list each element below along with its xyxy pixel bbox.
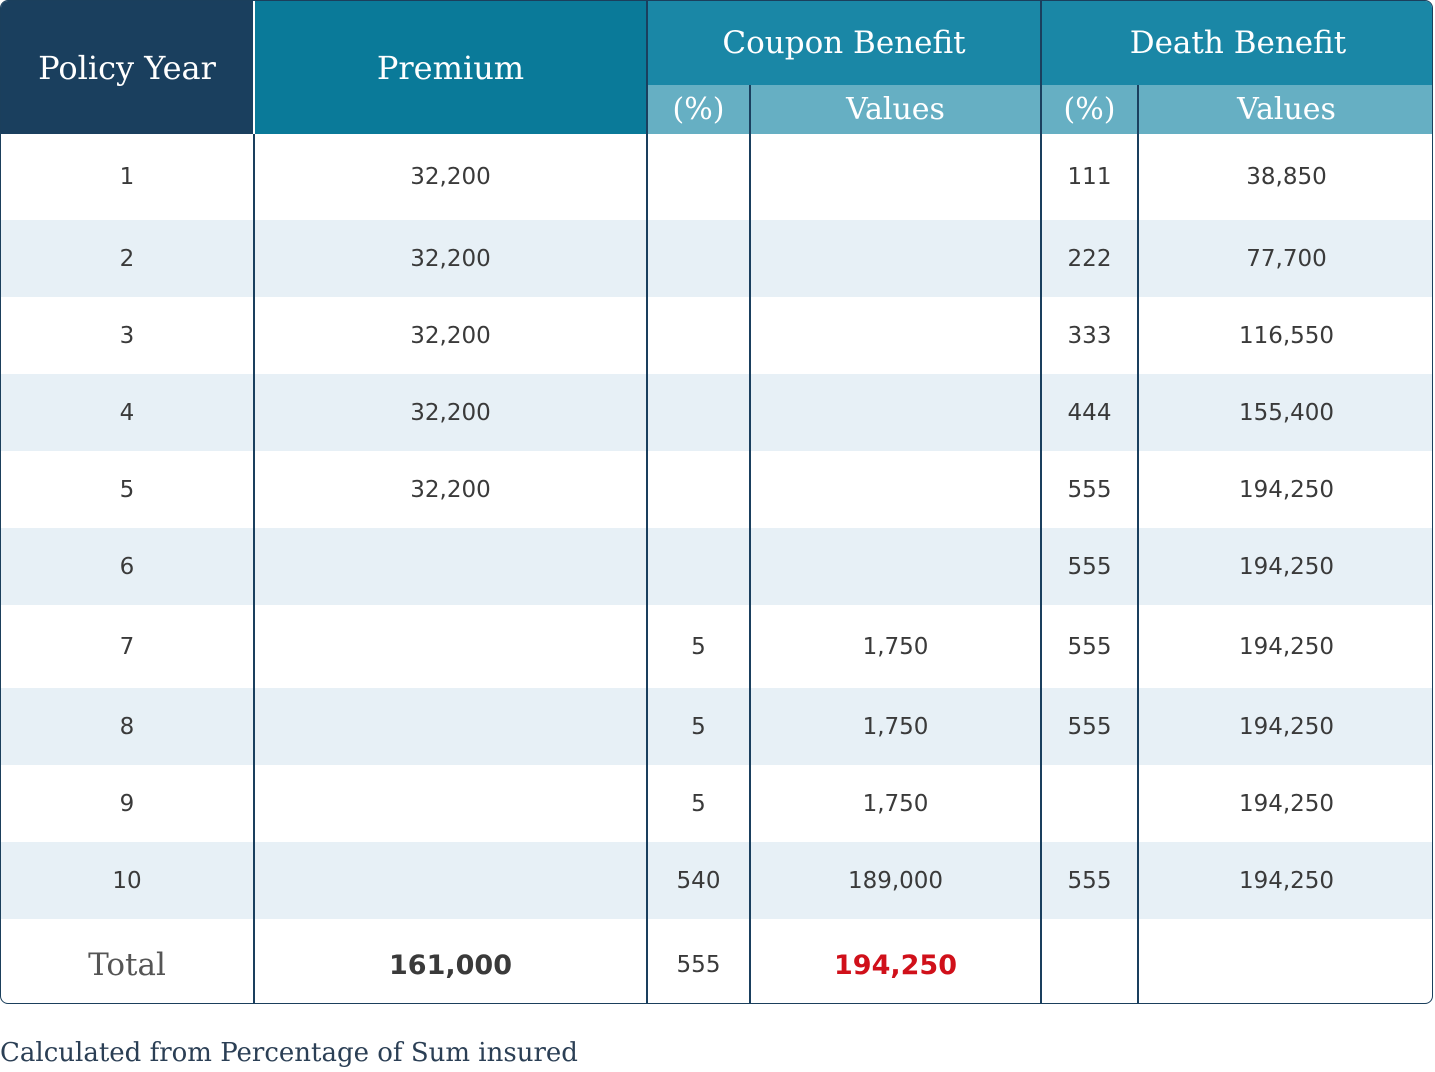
cell-premium: 32,200 <box>253 297 647 374</box>
cell-death-percent: 111 <box>1040 134 1138 220</box>
cell-coupon-percent <box>646 451 750 528</box>
cell-premium <box>253 765 647 842</box>
table-row: 4 32,200 444 155,400 <box>1 374 1432 451</box>
total-coupon-percent: 555 <box>646 919 750 1003</box>
cell-year: 3 <box>119 322 135 349</box>
cell-death-value: 194,250 <box>1137 528 1432 605</box>
total-premium: 161,000 <box>253 919 647 1003</box>
cell-premium: 32,200 <box>253 134 647 220</box>
cell-coupon-value: 189,000 <box>749 842 1041 919</box>
cell-coupon-value <box>749 374 1041 451</box>
cell-death-value: 194,250 <box>1137 688 1432 765</box>
cell-coupon-percent: 5 <box>646 605 750 688</box>
cell-death-value: 155,400 <box>1137 374 1432 451</box>
cell-death-percent: 444 <box>1040 374 1138 451</box>
cell-death-value: 38,850 <box>1137 134 1432 220</box>
cell-coupon-percent: 540 <box>646 842 750 919</box>
cell-year: 7 <box>119 633 135 660</box>
table-body: 1 32,200 111 38,850 2 32,200 222 77,700 … <box>1 134 1432 1003</box>
cell-premium <box>253 842 647 919</box>
table-row: 8 5 1,750 555 194,250 <box>1 688 1432 765</box>
cell-coupon-value: 1,750 <box>749 605 1041 688</box>
cell-death-value: 116,550 <box>1137 297 1432 374</box>
header-coupon-benefit: Coupon Benefit <box>646 1 1041 85</box>
header-death-benefit: Death Benefit <box>1040 1 1432 85</box>
total-row: Total 161,000 555 194,250 <box>1 919 1432 1003</box>
header-coupon-values: Values <box>749 85 1041 134</box>
cell-premium <box>253 688 647 765</box>
cell-death-value: 77,700 <box>1137 220 1432 297</box>
cell-premium: 32,200 <box>253 451 647 528</box>
header-death-percent: (%) <box>1040 85 1138 134</box>
cell-year: 4 <box>1 374 254 451</box>
cell-coupon-value <box>749 297 1041 374</box>
table-row: 3 32,200 333 116,550 <box>1 297 1432 374</box>
cell-year: 2 <box>1 220 254 297</box>
table-row: 6 555 194,250 <box>1 528 1432 605</box>
table-row: 7 5 1,750 555 194,250 <box>1 605 1432 688</box>
cell-death-percent: 555 <box>1040 842 1138 919</box>
header-death-values: Values <box>1137 85 1432 134</box>
header-coupon-percent: (%) <box>646 85 750 134</box>
cell-coupon-percent: 5 <box>646 765 750 842</box>
cell-death-percent: 555 <box>1040 688 1138 765</box>
table-row: 9 5 1,750 194,250 <box>1 765 1432 842</box>
cell-coupon-value: 1,750 <box>749 688 1041 765</box>
benefit-table: Policy Year Premium Coupon Benefit Death… <box>1 1 1432 1003</box>
cell-year: 9 <box>119 790 135 817</box>
cell-coupon-value <box>749 528 1041 605</box>
cell-year: 1 <box>119 164 135 190</box>
cell-death-value: 194,250 <box>1137 451 1432 528</box>
cell-death-percent: 222 <box>1040 220 1138 297</box>
total-label: Total <box>88 947 166 983</box>
cell-premium <box>253 605 647 688</box>
header-policy-year: Policy Year <box>1 1 254 134</box>
cell-coupon-percent <box>646 528 750 605</box>
footnote: Calculated from Percentage of Sum insure… <box>0 1038 578 1068</box>
cell-coupon-percent <box>646 134 750 220</box>
cell-death-value: 194,250 <box>1137 605 1432 688</box>
table-row: 10 540 189,000 555 194,250 <box>1 842 1432 919</box>
table-header: Policy Year Premium Coupon Benefit Death… <box>1 1 1432 134</box>
cell-coupon-value <box>749 134 1041 220</box>
header-premium: Premium <box>253 1 647 134</box>
table-row: 2 32,200 222 77,700 <box>1 220 1432 297</box>
cell-coupon-value <box>749 451 1041 528</box>
cell-coupon-percent <box>646 297 750 374</box>
benefit-table-container: Policy Year Premium Coupon Benefit Death… <box>0 0 1433 1004</box>
cell-death-percent: 555 <box>1040 605 1138 688</box>
cell-coupon-percent: 5 <box>646 688 750 765</box>
cell-coupon-value: 1,750 <box>749 765 1041 842</box>
cell-death-value: 194,250 <box>1137 842 1432 919</box>
cell-coupon-percent <box>646 374 750 451</box>
cell-premium <box>253 528 647 605</box>
cell-year: 10 <box>1 842 254 919</box>
cell-premium: 32,200 <box>253 374 647 451</box>
table-row: 5 32,200 555 194,250 <box>1 451 1432 528</box>
cell-death-percent: 555 <box>1040 528 1138 605</box>
cell-death-percent <box>1040 765 1138 842</box>
cell-coupon-value <box>749 220 1041 297</box>
cell-death-percent: 333 <box>1040 297 1138 374</box>
cell-death-percent: 555 <box>1040 451 1138 528</box>
total-coupon-value: 194,250 <box>749 919 1041 1003</box>
cell-year: 6 <box>1 528 254 605</box>
cell-coupon-percent <box>646 220 750 297</box>
cell-death-value: 194,250 <box>1137 765 1432 842</box>
total-death-percent <box>1040 919 1138 1003</box>
cell-premium: 32,200 <box>253 220 647 297</box>
cell-year: 5 <box>119 476 135 503</box>
total-death-value <box>1137 919 1432 1003</box>
table-row: 1 32,200 111 38,850 <box>1 134 1432 220</box>
cell-year: 8 <box>1 688 254 765</box>
